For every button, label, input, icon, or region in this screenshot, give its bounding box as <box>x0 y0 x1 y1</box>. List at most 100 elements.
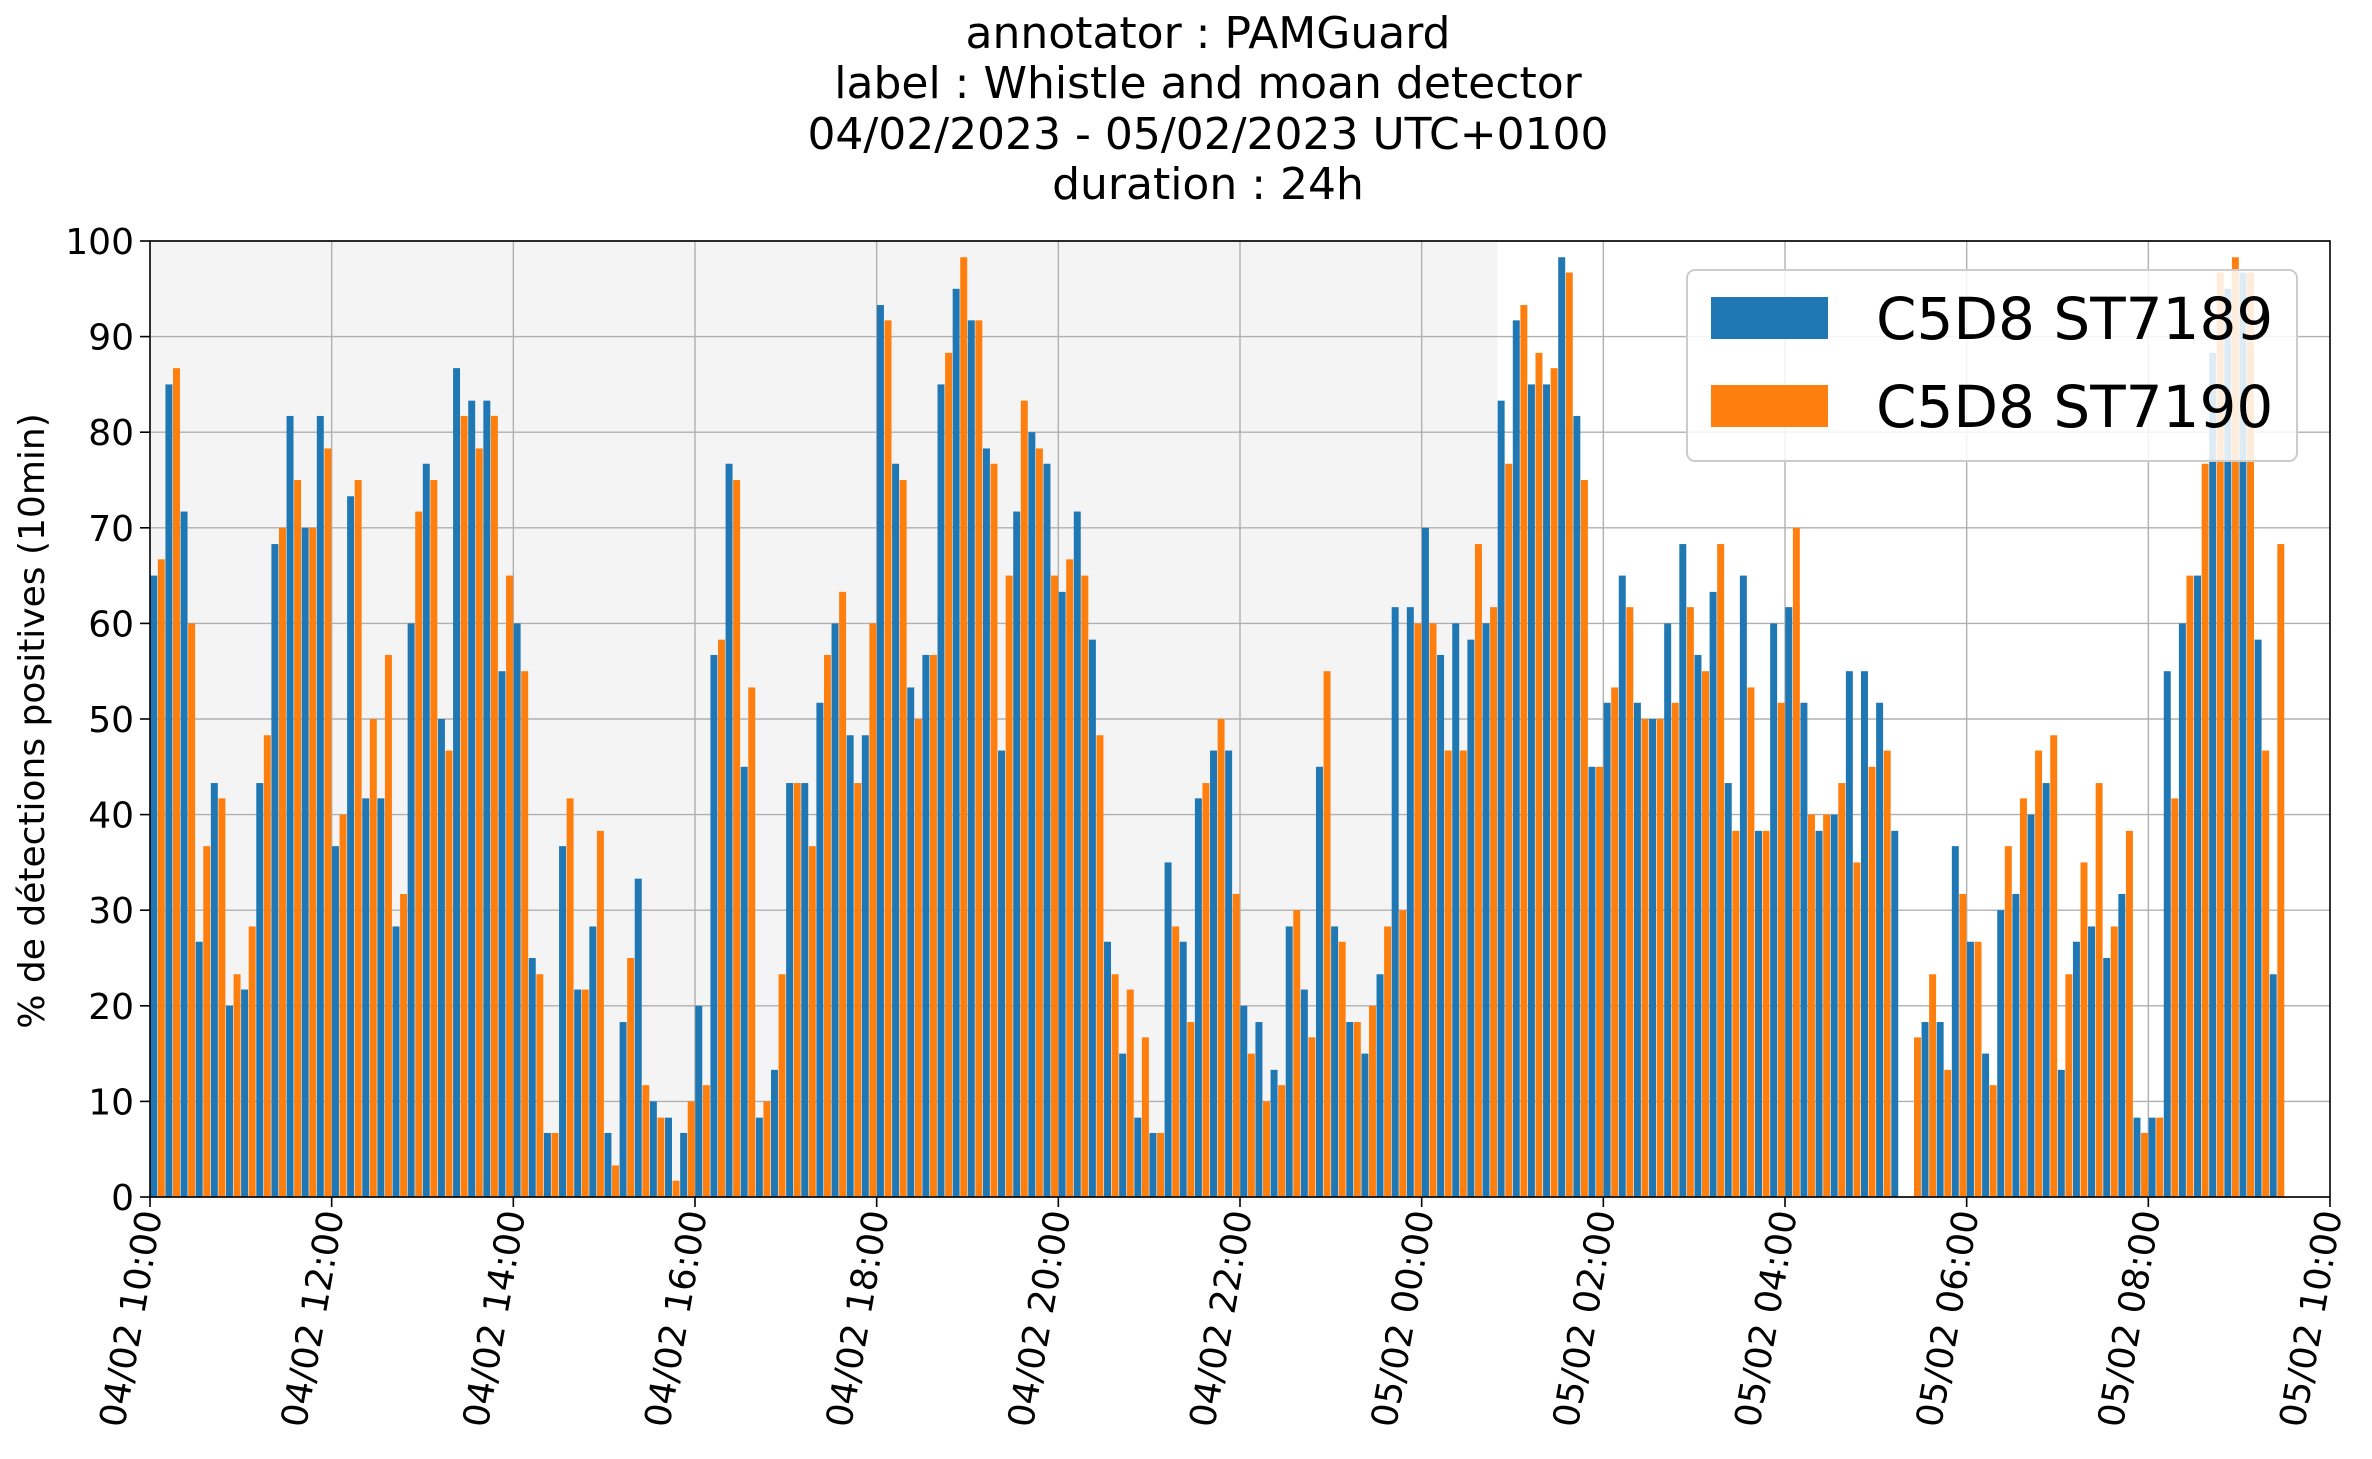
bar-st7190 <box>157 559 165 1197</box>
bar-st7189 <box>1512 320 1520 1197</box>
bar-st7190 <box>1368 1005 1376 1197</box>
bar-st7190 <box>1490 607 1498 1197</box>
bar-st7189 <box>604 1132 612 1197</box>
bar-st7190 <box>1792 527 1800 1197</box>
bar-st7190 <box>1565 272 1573 1198</box>
x-tick-label: 05/02 06:00 <box>1909 1207 1987 1430</box>
bar-st7190 <box>733 480 741 1197</box>
bar-st7189 <box>1830 814 1838 1197</box>
bar-st7189 <box>1225 750 1233 1197</box>
bar-st7190 <box>339 814 347 1197</box>
bar-st7190 <box>490 415 498 1197</box>
bar-st7189 <box>1452 623 1460 1197</box>
bar-st7189 <box>1285 926 1293 1197</box>
bar-st7190 <box>324 448 332 1197</box>
bar-st7190 <box>1762 830 1770 1197</box>
bar-st7189 <box>1406 607 1414 1197</box>
bar-st7189 <box>1921 1022 1929 1197</box>
bar-st7189 <box>1179 941 1187 1197</box>
bar-st7189 <box>195 941 203 1197</box>
bar-st7190 <box>702 1085 710 1197</box>
legend-label-st7189: C5D8 ST7189 <box>1876 285 2273 353</box>
x-tick-label: 05/02 00:00 <box>1364 1207 1442 1430</box>
bar-st7189 <box>589 926 597 1197</box>
x-tick-label: 04/02 22:00 <box>1182 1207 1260 1430</box>
bar-st7190 <box>1959 893 1967 1197</box>
bar-st7189 <box>1194 798 1202 1197</box>
bar-st7189 <box>665 1117 672 1197</box>
bar-st7190 <box>1929 974 1937 1197</box>
bar-st7190 <box>914 719 922 1197</box>
bar-st7190 <box>1293 910 1301 1197</box>
bar-st7190 <box>945 352 953 1197</box>
bar-st7189 <box>1694 654 1702 1197</box>
bar-st7190 <box>1247 1053 1255 1197</box>
bar-st7190 <box>1035 448 1043 1197</box>
bar-st7190 <box>1459 750 1467 1197</box>
bar-st7190 <box>990 463 998 1197</box>
bar-st7190 <box>869 623 877 1197</box>
bar-st7190 <box>1111 974 1119 1197</box>
bar-st7190 <box>854 783 862 1197</box>
bar-st7190 <box>1913 1037 1921 1197</box>
x-tick-label: 04/02 12:00 <box>274 1207 352 1430</box>
bar-st7189 <box>2224 288 2232 1197</box>
bar-st7190 <box>657 1117 665 1197</box>
bar-st7189 <box>559 846 567 1197</box>
bar-st7190 <box>2141 1132 2149 1197</box>
bar-st7189 <box>150 575 158 1197</box>
title-line-4: duration : 24h <box>1052 159 1364 210</box>
bar-st7189 <box>1043 463 1051 1197</box>
bar-st7190 <box>1823 814 1831 1197</box>
y-tick-label: 90 <box>88 318 134 359</box>
bar-st7189 <box>453 368 461 1197</box>
bar-st7189 <box>2042 783 2050 1197</box>
bar-st7189 <box>362 798 370 1197</box>
bar-st7189 <box>2178 623 2186 1197</box>
bars <box>150 257 2285 1198</box>
bar-st7190 <box>430 480 438 1197</box>
bar-st7189 <box>1982 1053 1990 1197</box>
bar-st7189 <box>634 878 642 1197</box>
bar-st7189 <box>392 926 400 1197</box>
bar-st7189 <box>2072 941 2080 1197</box>
bar-st7190 <box>1883 750 1891 1197</box>
y-tick-label: 60 <box>88 604 134 645</box>
bar-st7190 <box>1974 941 1982 1197</box>
legend-swatch-st7190 <box>1711 385 1828 427</box>
y-axis: 0 10 20 30 40 50 60 70 80 90 100 <box>65 222 150 1219</box>
bar-st7190 <box>1732 830 1740 1197</box>
bar-st7189 <box>1603 702 1611 1197</box>
x-tick-label: 04/02 10:00 <box>92 1207 170 1430</box>
bar-st7190 <box>581 989 589 1197</box>
bar-st7189 <box>816 702 824 1197</box>
bar-st7189 <box>1149 1132 1157 1197</box>
bar-st7189 <box>952 288 960 1197</box>
bar-st7190 <box>2095 783 2103 1197</box>
bar-st7189 <box>1270 1069 1278 1197</box>
bar-st7189 <box>1119 1053 1127 1197</box>
bar-st7189 <box>1361 1053 1369 1197</box>
bar-st7189 <box>1527 384 1535 1197</box>
bar-st7190 <box>642 1085 650 1197</box>
title-line-1: annotator : PAMGuard <box>966 8 1451 59</box>
bar-st7190 <box>2171 798 2179 1197</box>
bar-st7189 <box>1467 639 1475 1197</box>
bar-st7190 <box>521 671 529 1197</box>
chart-title: annotator : PAMGuard label : Whistle and… <box>807 8 1608 210</box>
bar-st7189 <box>1633 702 1641 1197</box>
bar-st7189 <box>770 1069 778 1197</box>
bar-st7189 <box>1210 750 1217 1197</box>
bar-st7190 <box>1777 702 1785 1197</box>
bar-st7190 <box>1989 1085 1997 1197</box>
y-tick-label: 30 <box>88 891 134 932</box>
bar-st7189 <box>377 798 385 1197</box>
bar-st7190 <box>173 368 180 1197</box>
bar-st7189 <box>967 320 975 1197</box>
bar-st7189 <box>1664 623 1672 1197</box>
bar-st7189 <box>1815 830 1823 1197</box>
bar-st7189 <box>241 989 249 1197</box>
bar-st7189 <box>2269 974 2277 1197</box>
legend-label-st7190: C5D8 ST7190 <box>1876 373 2273 441</box>
bar-st7190 <box>718 639 725 1197</box>
